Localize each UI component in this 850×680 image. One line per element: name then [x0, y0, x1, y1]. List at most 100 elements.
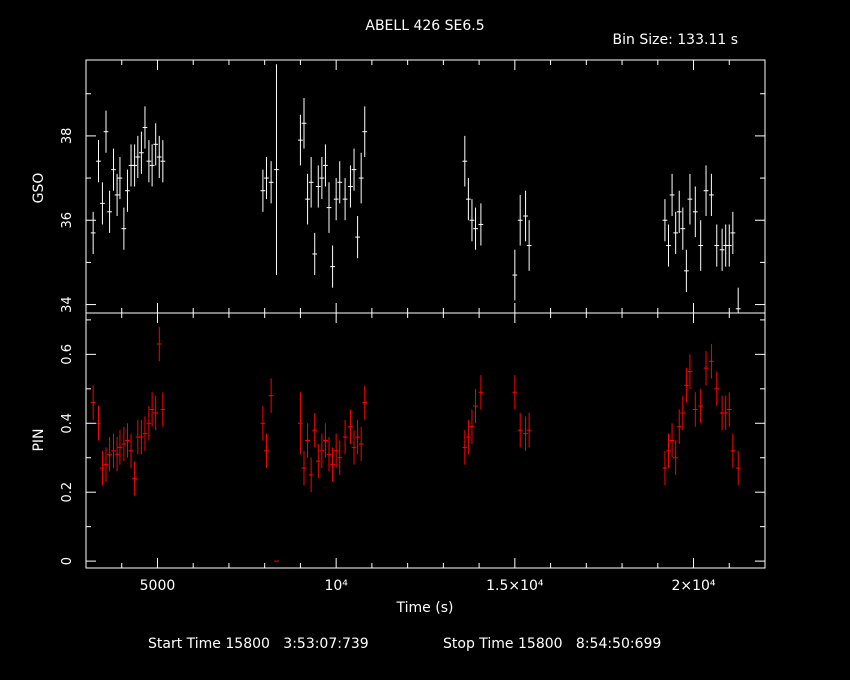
gso-data-point	[323, 144, 328, 187]
pin-data-point	[260, 406, 266, 441]
pin-data-point	[351, 430, 357, 465]
start-time-value: 3:53:07:739	[283, 636, 369, 652]
pin-data-point	[526, 412, 532, 448]
gso-data-point	[260, 169, 266, 212]
pin-data-point	[358, 426, 364, 462]
gso-data-point	[139, 131, 144, 174]
gso-data-point	[469, 199, 475, 242]
pin-data-point	[139, 419, 144, 455]
start-time-label: Start Time	[148, 636, 221, 652]
x-tick-label: 2×10⁴	[671, 578, 715, 594]
gso-data-point	[462, 135, 468, 187]
gso-data-point	[466, 178, 471, 221]
pin-data-point	[121, 426, 127, 462]
pin-data-point	[315, 443, 321, 479]
gso-data-point	[698, 220, 704, 271]
gso-data-point	[107, 190, 112, 233]
pin-data-point	[326, 437, 332, 472]
pin-data-point	[680, 395, 686, 431]
x-tick-label: 10⁴	[324, 578, 348, 594]
pin-data-point	[160, 392, 166, 427]
gso-data-point	[146, 140, 152, 183]
pin-data-point	[726, 392, 732, 427]
start-day: 15800	[225, 636, 270, 652]
pin-data-point	[103, 447, 109, 482]
gso-data-point	[666, 224, 671, 267]
gso-data-point	[135, 135, 141, 179]
gso-data-point	[355, 216, 360, 259]
gso-data-point	[478, 203, 484, 246]
gso-data-point	[709, 173, 714, 217]
pin-data-point	[308, 457, 314, 493]
pin-data-point	[90, 385, 96, 420]
bin-size-prefix: Bin Size:	[613, 32, 673, 48]
pin-data-point	[153, 395, 159, 431]
pin-data-point	[132, 461, 137, 496]
gso-data-point	[301, 97, 307, 149]
gso-data-point	[103, 110, 109, 153]
gso-data-point	[512, 249, 518, 301]
stop-day: 15800	[518, 636, 563, 652]
pin-data-point	[100, 450, 105, 486]
pin-data-point	[517, 412, 523, 448]
pin-data-point	[305, 423, 310, 458]
gso-data-point	[117, 156, 123, 200]
gso-data-point	[726, 224, 732, 267]
gso-data-point	[333, 178, 339, 221]
gso-data-point	[714, 224, 720, 267]
pin-data-point	[676, 409, 682, 444]
pin-data-point	[114, 437, 120, 472]
pin-data-point	[730, 433, 736, 469]
pin-panel: 0 0.2 0.4 0.6 5000 10⁴ 1.5×10⁴ 2×10⁴	[60, 312, 766, 594]
gso-panel: 34 36 38	[60, 59, 766, 314]
pin-data-point	[662, 450, 668, 486]
gso-data-point	[517, 194, 523, 246]
pin-data-point	[323, 423, 328, 458]
gso-y-tick-label: 34	[60, 296, 75, 313]
gso-data-point	[719, 228, 725, 271]
stop-time-value: 8:54:50:699	[575, 636, 662, 652]
gso-data-point	[142, 106, 148, 149]
pin-data-point	[264, 433, 269, 469]
pin-data-point	[362, 385, 368, 420]
pin-data-point	[673, 440, 679, 475]
pin-data-point	[692, 392, 698, 427]
gso-axis-label: GSO	[31, 173, 47, 204]
gso-data-point	[132, 144, 137, 187]
gso-data-point	[362, 106, 368, 157]
gso-data-point	[330, 245, 335, 288]
gso-data-point	[326, 182, 332, 233]
pin-data-point	[703, 350, 709, 386]
pin-data-point	[466, 419, 471, 455]
gso-data-point	[111, 148, 116, 191]
pin-data-point	[469, 409, 475, 444]
bin-size-value: 133.11 s	[677, 32, 738, 48]
gso-data-point	[673, 211, 679, 254]
pin-data-point	[117, 430, 123, 465]
pin-y-tick-label: 0.4	[60, 413, 75, 434]
pin-data-point	[698, 388, 704, 424]
pin-data-point	[687, 354, 693, 389]
gso-data-point	[298, 114, 303, 166]
pin-data-point	[348, 409, 353, 444]
gso-data-point	[735, 287, 741, 313]
pin-data-point	[684, 368, 689, 403]
pin-data-point	[312, 412, 318, 448]
pin-data-point	[669, 423, 675, 458]
bin-size-label: Bin Size: 133.11 s	[613, 32, 738, 48]
pin-data-point	[330, 447, 335, 482]
pin-data-point	[319, 433, 325, 469]
gso-data-point	[358, 152, 364, 204]
time-axis-label: Time (s)	[396, 600, 454, 616]
gso-data-point	[114, 173, 120, 217]
gso-data-point	[264, 156, 269, 200]
pin-data-point	[709, 344, 714, 379]
gso-frame	[85, 59, 766, 314]
gso-data-point	[523, 190, 528, 242]
gso-data-point	[153, 123, 159, 166]
pin-data-point	[666, 433, 671, 469]
pin-data-point	[478, 375, 484, 410]
gso-data-point	[676, 190, 682, 233]
gso-data-point	[121, 207, 127, 250]
stop-time-readout: Stop Time 15800 8:54:50:699	[443, 636, 661, 652]
